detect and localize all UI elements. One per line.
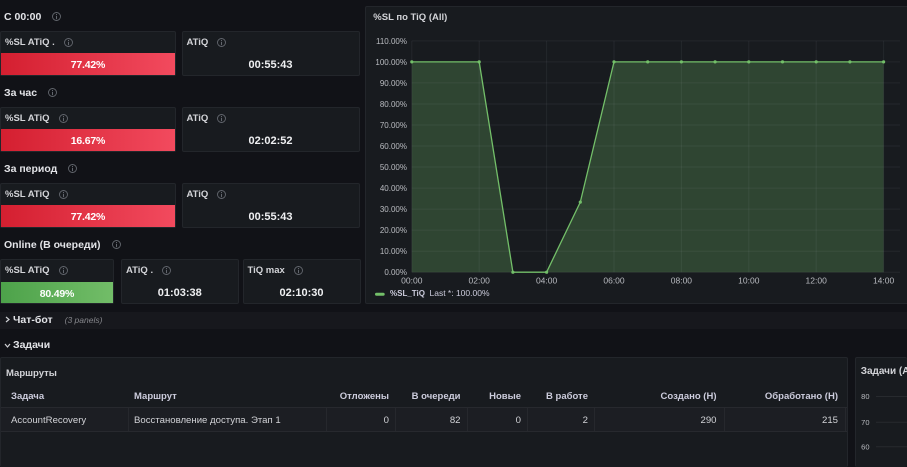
svg-text:90.00%: 90.00% xyxy=(380,78,407,87)
svg-text:60: 60 xyxy=(861,443,869,452)
svg-text:10.00%: 10.00% xyxy=(380,247,407,256)
svg-text:08:00: 08:00 xyxy=(671,275,693,285)
svg-text:06:00: 06:00 xyxy=(603,275,625,285)
svg-text:04:00: 04:00 xyxy=(536,275,558,285)
svg-text:12:00: 12:00 xyxy=(805,275,827,285)
svg-text:70: 70 xyxy=(861,418,869,427)
svg-text:60.00%: 60.00% xyxy=(380,141,407,150)
svg-text:02:00: 02:00 xyxy=(468,275,490,285)
svg-text:Last *: 100.00%: Last *: 100.00% xyxy=(429,288,489,298)
svg-text:20.00%: 20.00% xyxy=(380,226,407,235)
svg-text:50.00%: 50.00% xyxy=(380,162,407,171)
svg-text:10:00: 10:00 xyxy=(738,275,760,285)
svg-text:40.00%: 40.00% xyxy=(380,184,407,193)
svg-text:14:00: 14:00 xyxy=(873,275,895,285)
svg-text:100.00%: 100.00% xyxy=(375,57,407,66)
svg-text:110.00%: 110.00% xyxy=(376,36,407,45)
svg-text:%SL_TiQ: %SL_TiQ xyxy=(390,289,425,298)
svg-text:30.00%: 30.00% xyxy=(380,205,407,214)
svg-text:80.00%: 80.00% xyxy=(380,99,407,108)
svg-text:80: 80 xyxy=(861,392,869,401)
svg-text:70.00%: 70.00% xyxy=(380,120,407,129)
svg-text:00:00: 00:00 xyxy=(401,275,423,285)
svg-text:0.00%: 0.00% xyxy=(384,268,407,277)
